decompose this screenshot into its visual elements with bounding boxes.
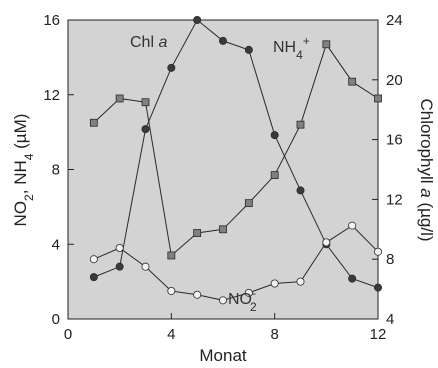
y-right-tick-label: 4 <box>386 311 394 328</box>
y-right-tick-label: 8 <box>386 251 394 268</box>
point-nh4 <box>348 77 357 86</box>
point-no2 <box>348 221 357 230</box>
plot-area <box>67 19 379 320</box>
point-nh4 <box>193 229 202 237</box>
x-tick-label: 12 <box>370 326 387 343</box>
point-chl <box>167 63 176 72</box>
point-nh4 <box>219 225 227 234</box>
point-nh4 <box>244 199 253 208</box>
point-no2 <box>270 279 279 288</box>
point-nh4 <box>115 94 124 103</box>
point-no2 <box>244 288 253 297</box>
annotation-chl: Chl a <box>130 34 167 51</box>
x-tick-label: 4 <box>167 326 175 343</box>
y-right-axis-ticks: 4 8 12 16 20 24 <box>372 12 403 328</box>
point-no2 <box>373 247 382 256</box>
point-chl <box>244 45 253 54</box>
point-nh4 <box>322 40 331 49</box>
point-no2 <box>193 290 202 299</box>
point-nh4 <box>167 251 176 260</box>
y-left-tick-label: 12 <box>43 87 60 104</box>
y-right-tick-label: 24 <box>386 12 403 29</box>
point-nh4 <box>374 94 382 103</box>
series-layer <box>89 15 382 305</box>
y-right-tick-label: 16 <box>386 132 403 149</box>
x-axis-title: Monat <box>199 346 247 365</box>
point-no2 <box>167 286 176 295</box>
x-tick-label: 8 <box>270 326 278 343</box>
point-chl <box>296 186 305 195</box>
y-left-axis-title: NO2, NH4 (µM) <box>11 114 36 227</box>
point-chl <box>373 283 382 292</box>
point-nh4 <box>296 120 305 129</box>
point-chl <box>193 15 202 24</box>
x-axis-ticks: 0 4 8 12 <box>64 313 387 343</box>
series-line-chl <box>93 19 379 289</box>
y-right-tick-label: 20 <box>386 72 403 89</box>
point-nh4 <box>141 98 150 107</box>
y-left-tick-label: 4 <box>52 236 60 253</box>
x-tick-label: 0 <box>64 326 72 343</box>
point-chl <box>270 131 279 140</box>
y-left-tick-label: 8 <box>52 162 60 179</box>
y-left-tick-label: 0 <box>52 311 60 328</box>
point-chl <box>218 36 227 45</box>
point-no2 <box>322 238 331 247</box>
point-no2 <box>89 255 98 264</box>
series-line-no2 <box>93 224 379 301</box>
point-chl <box>348 274 357 283</box>
point-chl <box>89 273 98 282</box>
series-line-nh4 <box>93 43 379 257</box>
point-no2 <box>296 277 305 286</box>
point-chl <box>141 125 150 134</box>
point-chl <box>115 262 124 271</box>
point-no2 <box>141 262 150 271</box>
point-no2 <box>218 296 227 305</box>
y-right-tick-label: 12 <box>386 191 403 208</box>
point-no2 <box>115 243 124 252</box>
point-nh4 <box>89 118 98 127</box>
point-nh4 <box>270 171 279 180</box>
y-left-tick-label: 16 <box>43 12 60 29</box>
y-left-axis-ticks: 0 4 8 12 16 <box>43 12 74 328</box>
y-right-axis-title: Chlorophyll a (µg/l) <box>417 98 436 241</box>
